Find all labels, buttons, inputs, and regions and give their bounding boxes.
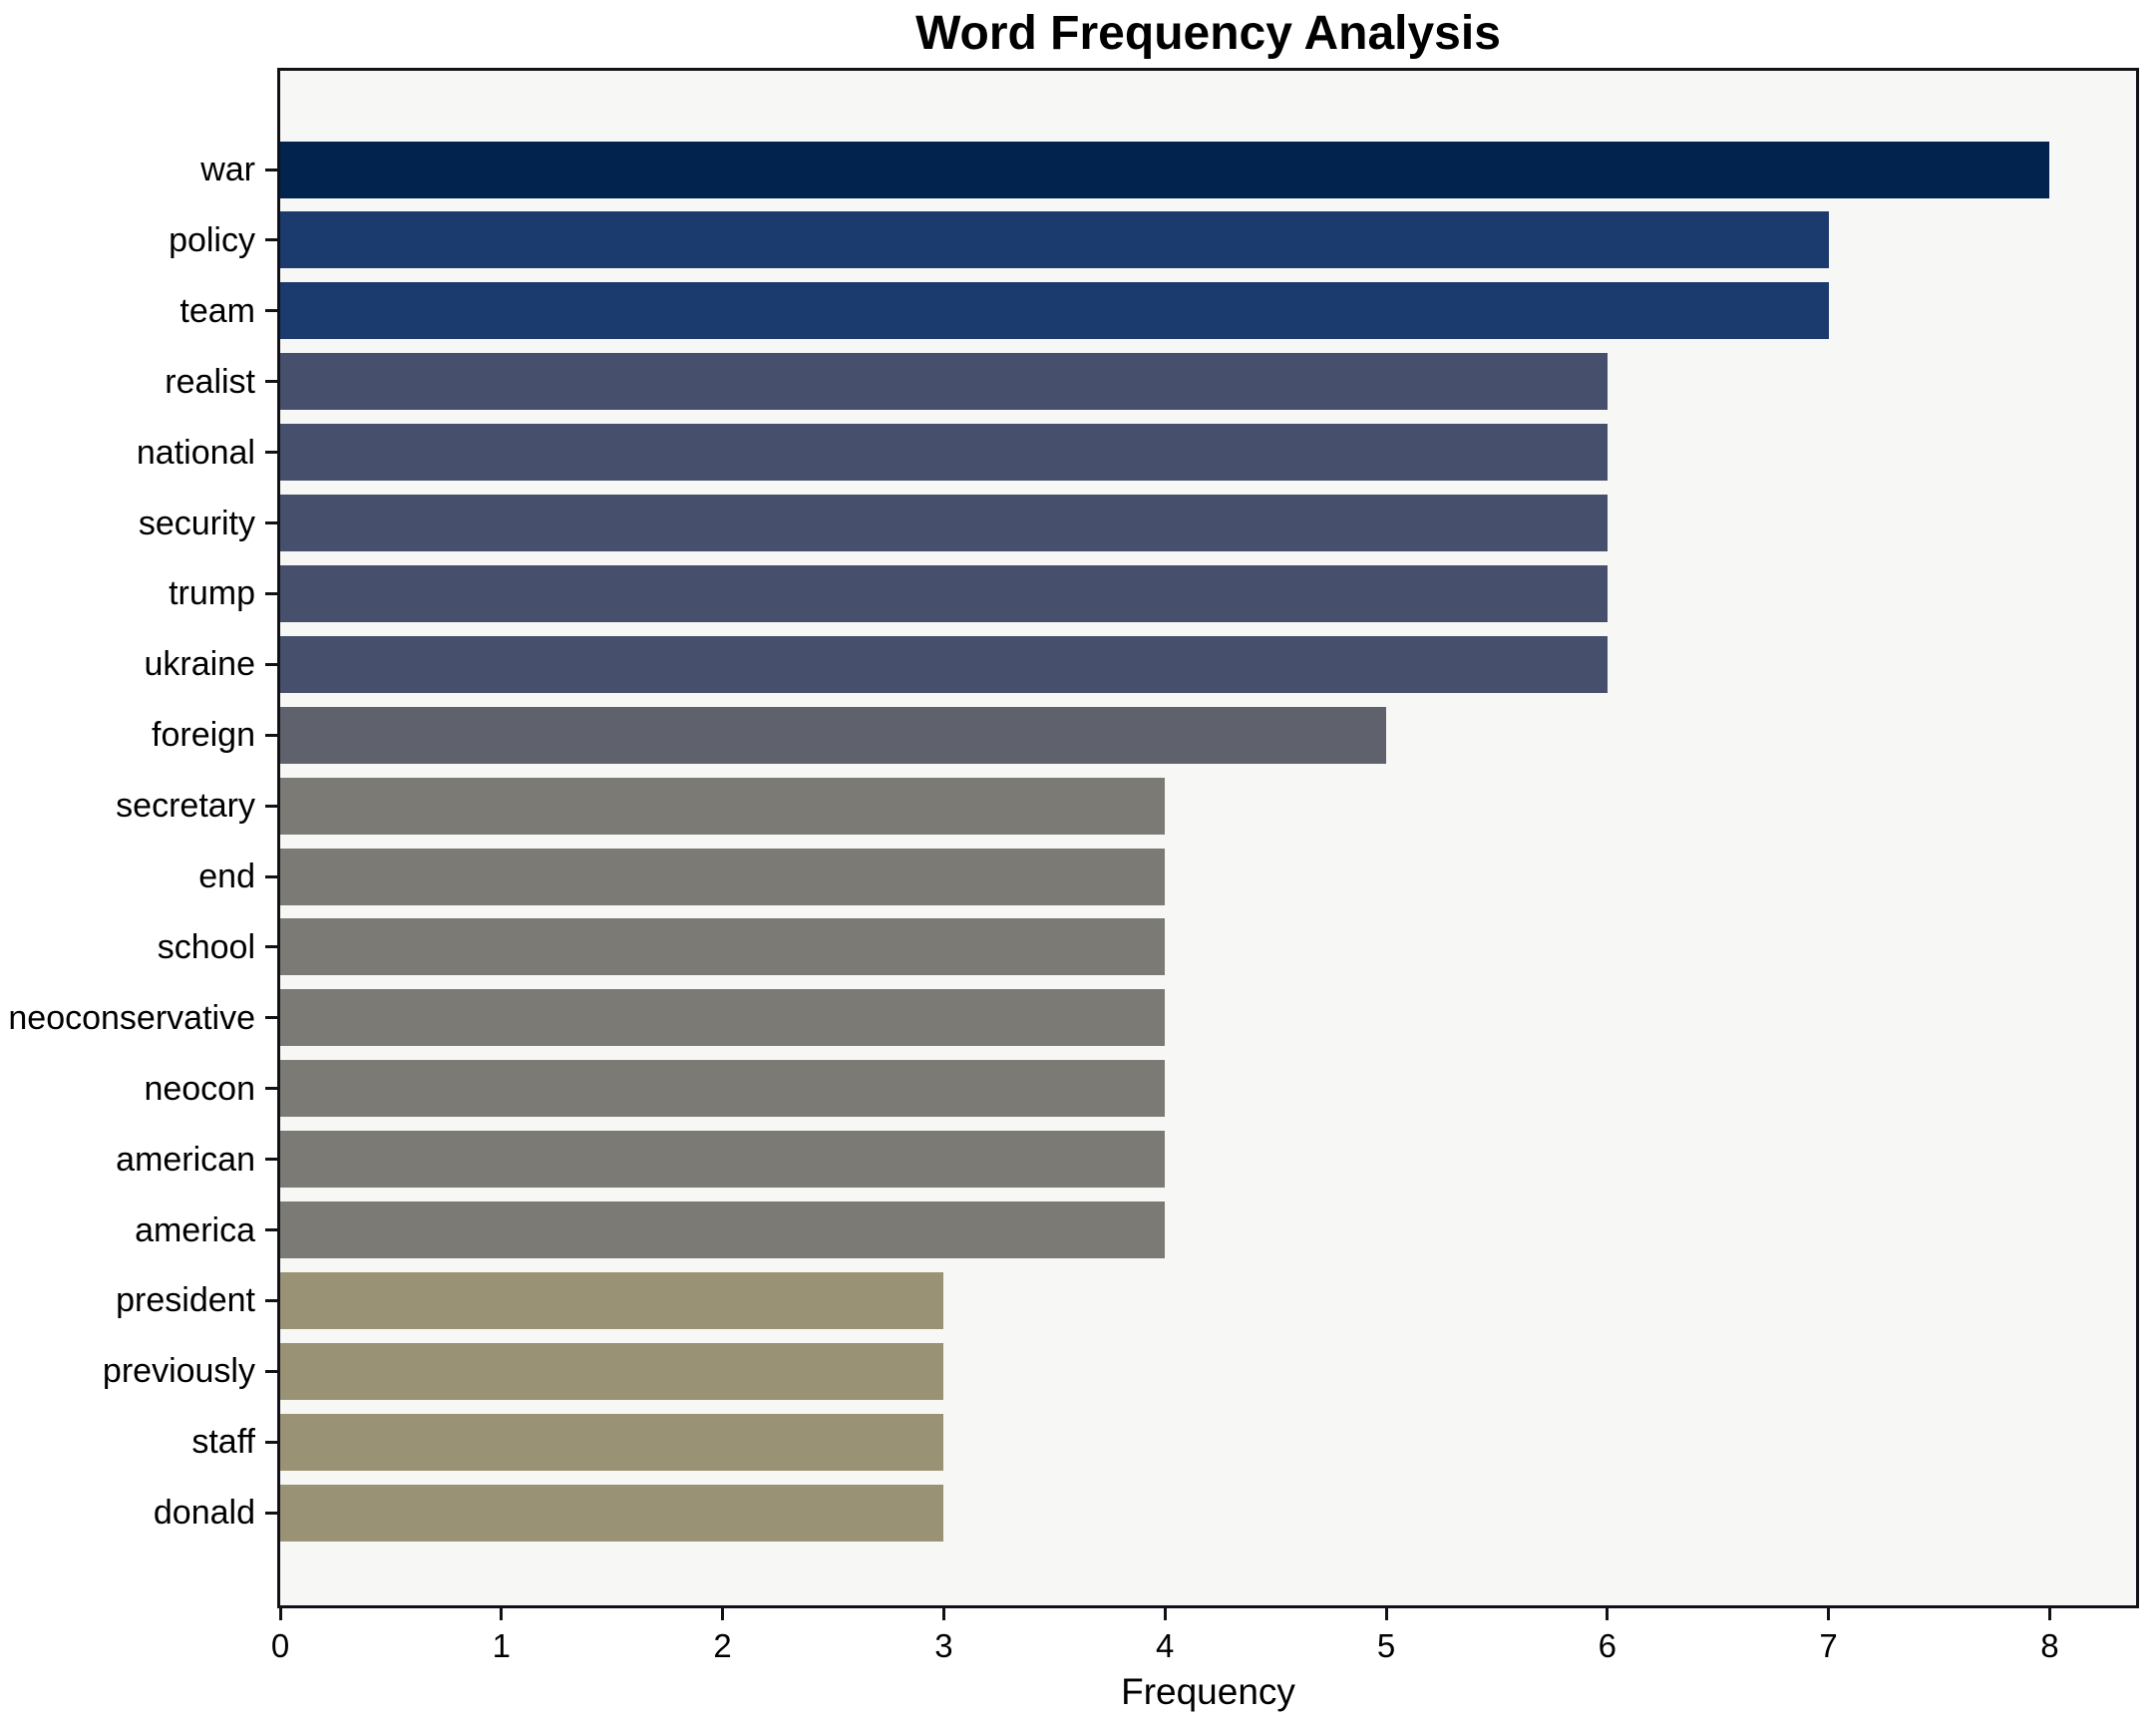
plot-area [277,68,2139,1608]
bar-war [280,141,2050,198]
y-label-neoconservative: neoconservative [8,998,255,1037]
bar-realist [280,353,1608,411]
bar-staff [280,1413,944,1471]
x-tick-label-5: 5 [1376,1627,1396,1664]
x-tick-label-7: 7 [1819,1627,1838,1664]
x-tick-label-4: 4 [1156,1627,1175,1664]
y-tick-team [265,309,277,313]
x-tick-4 [1163,1608,1167,1620]
y-tick-policy [265,238,277,242]
bar-school [280,918,1166,976]
bar-end [280,848,1166,905]
y-tick-america [265,1228,277,1231]
bar-security [280,495,1608,551]
y-tick-staff [265,1440,277,1444]
x-tick-8 [2047,1608,2051,1620]
y-tick-school [265,945,277,949]
y-label-american: american [116,1140,255,1179]
x-tick-label-2: 2 [713,1627,732,1664]
y-label-national: national [136,433,255,472]
y-tick-neoconservative [265,1016,277,1020]
y-label-president: president [116,1281,255,1320]
bar-neocon [280,1060,1166,1118]
bar-team [280,282,1829,340]
x-tick-0 [278,1608,282,1620]
x-tick-2 [721,1608,725,1620]
x-tick-label-3: 3 [934,1627,953,1664]
y-tick-secretary [265,804,277,808]
x-tick-5 [1384,1608,1388,1620]
y-tick-war [265,168,277,172]
bar-secretary [280,777,1166,835]
bar-foreign [280,706,1386,764]
y-tick-security [265,521,277,524]
x-tick-label-1: 1 [492,1627,511,1664]
x-tick-3 [941,1608,945,1620]
y-label-end: end [198,858,255,895]
y-tick-donald [265,1511,277,1515]
bar-neoconservative [280,989,1166,1047]
x-tick-label-6: 6 [1598,1627,1617,1664]
y-label-war: war [200,151,255,188]
y-tick-previously [265,1369,277,1373]
y-label-policy: policy [169,220,255,259]
x-tick-1 [500,1608,504,1620]
y-tick-american [265,1158,277,1162]
y-label-secretary: secretary [116,787,255,826]
y-tick-president [265,1298,277,1302]
y-label-america: america [135,1210,255,1249]
x-axis-label: Frequency [1121,1671,1295,1712]
y-label-realist: realist [165,362,255,401]
y-label-school: school [157,927,255,966]
bar-policy [280,211,1829,269]
y-tick-ukraine [265,662,277,666]
y-tick-end [265,874,277,878]
y-label-previously: previously [102,1352,255,1391]
chart-title: Word Frequency Analysis [915,7,1501,60]
y-tick-trump [265,591,277,595]
x-tick-label-0: 0 [270,1627,290,1664]
y-tick-neocon [265,1087,277,1091]
y-label-ukraine: ukraine [144,645,255,684]
bar-previously [280,1342,944,1400]
y-tick-national [265,451,277,455]
x-tick-7 [1827,1608,1831,1620]
y-label-staff: staff [191,1423,255,1462]
y-tick-foreign [265,733,277,737]
bar-america [280,1202,1166,1258]
y-label-team: team [180,291,255,330]
bar-donald [280,1484,944,1542]
y-label-security: security [138,504,255,542]
y-label-foreign: foreign [152,716,255,755]
y-tick-realist [265,380,277,384]
y-label-neocon: neocon [144,1069,255,1108]
bar-national [280,424,1608,482]
x-tick-label-8: 8 [2040,1627,2059,1664]
y-label-donald: donald [153,1494,255,1533]
y-label-trump: trump [169,574,255,613]
bar-president [280,1271,944,1329]
x-tick-6 [1606,1608,1610,1620]
bar-trump [280,564,1608,622]
bar-ukraine [280,635,1608,693]
bar-american [280,1131,1166,1189]
